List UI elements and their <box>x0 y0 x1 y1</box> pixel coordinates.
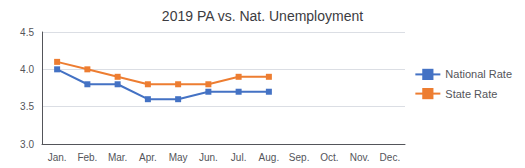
svg-text:3.5: 3.5 <box>20 101 34 112</box>
svg-text:Nov.: Nov. <box>350 152 370 163</box>
svg-text:4.0: 4.0 <box>20 64 34 75</box>
svg-text:Jul.: Jul. <box>231 152 247 163</box>
svg-text:2019 PA vs. Nat. Unemployment: 2019 PA vs. Nat. Unemployment <box>162 8 363 24</box>
svg-text:4.5: 4.5 <box>20 27 34 38</box>
svg-text:May: May <box>169 152 188 163</box>
svg-text:3.0: 3.0 <box>20 139 34 150</box>
svg-text:State Rate: State Rate <box>445 88 497 100</box>
svg-text:Oct.: Oct. <box>320 152 338 163</box>
svg-text:Sep.: Sep. <box>289 152 310 163</box>
svg-text:Jan.: Jan. <box>48 152 67 163</box>
svg-text:Mar.: Mar. <box>108 152 127 163</box>
svg-text:Feb.: Feb. <box>77 152 97 163</box>
svg-text:National Rate: National Rate <box>445 68 512 80</box>
svg-text:Apr.: Apr. <box>139 152 157 163</box>
svg-text:Jun.: Jun. <box>199 152 218 163</box>
svg-text:Dec.: Dec. <box>380 152 401 163</box>
svg-text:Aug.: Aug. <box>259 152 280 163</box>
